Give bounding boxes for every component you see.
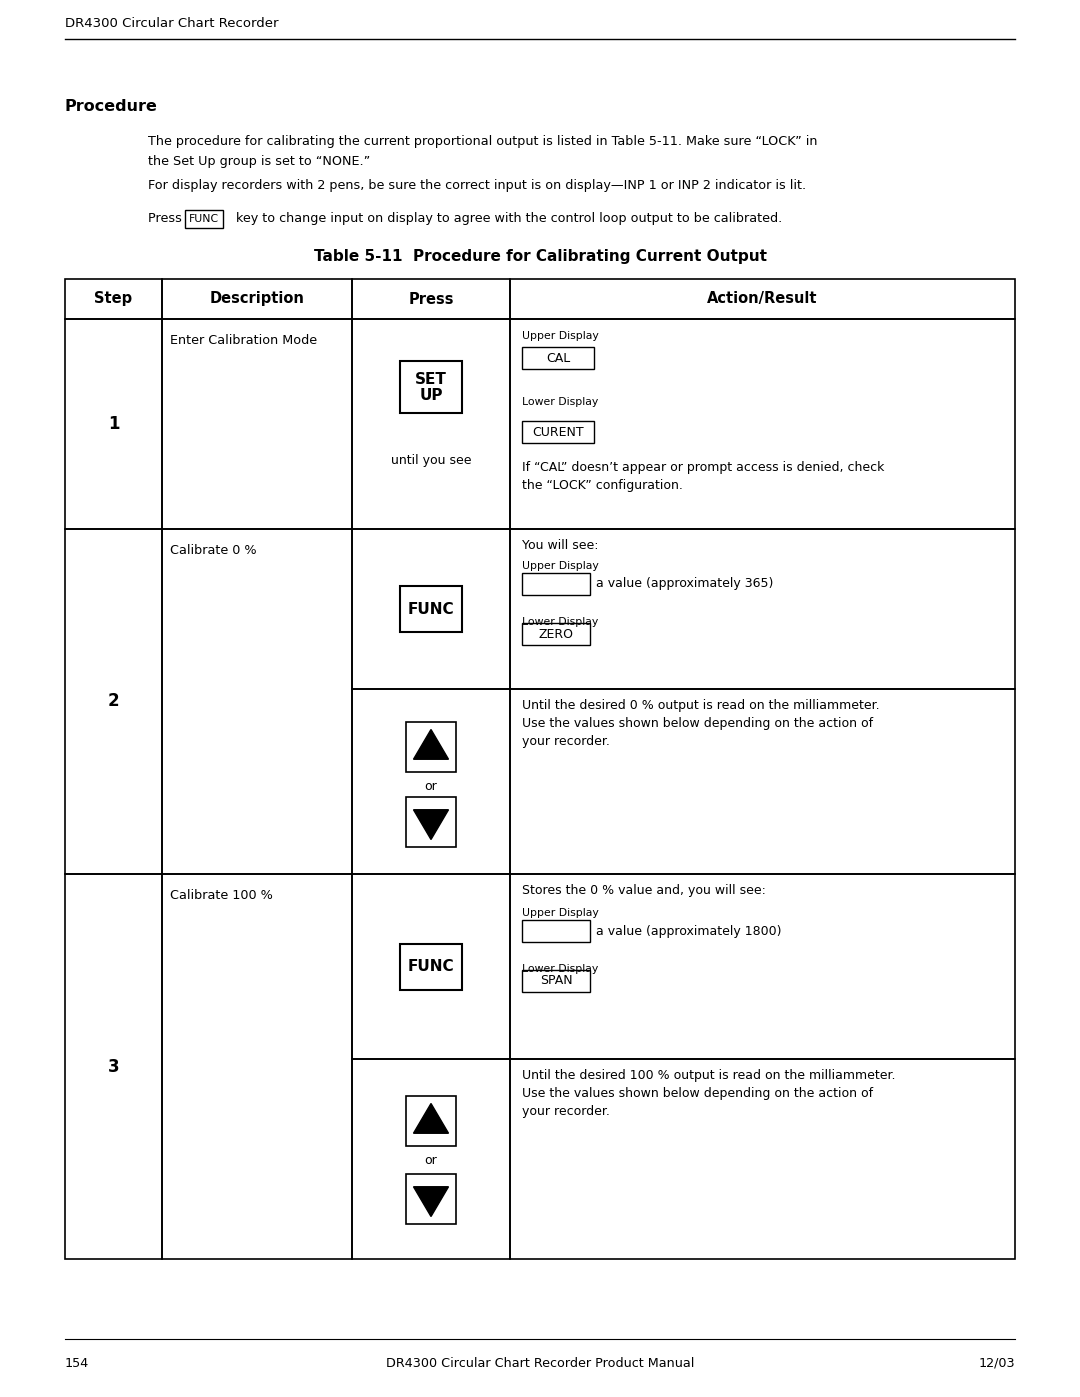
Bar — [522, 420, 594, 443]
Bar — [400, 360, 462, 414]
Text: Lower Display: Lower Display — [522, 964, 598, 974]
Text: a value (approximately 365): a value (approximately 365) — [596, 577, 773, 591]
Bar — [400, 943, 462, 989]
Text: CURENT: CURENT — [532, 426, 584, 439]
Text: CAL: CAL — [545, 352, 570, 365]
Bar — [510, 1059, 1015, 1259]
Bar — [352, 279, 510, 319]
Text: Upper Display: Upper Display — [522, 908, 598, 918]
Text: ZERO: ZERO — [539, 627, 573, 640]
Polygon shape — [414, 1186, 448, 1217]
Bar — [65, 875, 162, 1259]
Text: Action/Result: Action/Result — [707, 292, 818, 306]
Text: 2: 2 — [108, 693, 119, 711]
Polygon shape — [414, 810, 448, 840]
Bar — [162, 279, 352, 319]
Text: Table 5-11  Procedure for Calibrating Current Output: Table 5-11 Procedure for Calibrating Cur… — [313, 249, 767, 264]
Bar — [65, 529, 162, 875]
Text: Upper Display: Upper Display — [522, 562, 598, 571]
Bar — [522, 573, 590, 595]
Text: Calibrate 0 %: Calibrate 0 % — [170, 543, 257, 557]
Bar — [406, 1097, 456, 1146]
Polygon shape — [414, 729, 448, 759]
Bar — [352, 1059, 510, 1259]
Text: the Set Up group is set to “NONE.”: the Set Up group is set to “NONE.” — [148, 155, 370, 168]
Text: Press: Press — [408, 292, 454, 306]
Text: FUNC: FUNC — [407, 602, 455, 616]
Text: or: or — [424, 1154, 437, 1166]
Text: a value (approximately 1800): a value (approximately 1800) — [596, 925, 782, 937]
Bar — [400, 585, 462, 631]
Text: Stores the 0 % value and, you will see:: Stores the 0 % value and, you will see: — [522, 884, 766, 897]
Text: FUNC: FUNC — [407, 958, 455, 974]
Text: Calibrate 100 %: Calibrate 100 % — [170, 888, 273, 902]
Text: until you see: until you see — [391, 454, 471, 467]
Text: 154: 154 — [65, 1356, 90, 1370]
Bar — [522, 623, 590, 645]
Bar — [522, 970, 590, 992]
Text: Press: Press — [148, 212, 186, 225]
Text: Lower Display: Lower Display — [522, 397, 598, 407]
Bar — [510, 279, 1015, 319]
Text: DR4300 Circular Chart Recorder Product Manual: DR4300 Circular Chart Recorder Product M… — [386, 1356, 694, 1370]
Text: key to change input on display to agree with the control loop output to be calib: key to change input on display to agree … — [228, 212, 782, 225]
Bar — [510, 529, 1015, 689]
Text: 12/03: 12/03 — [978, 1356, 1015, 1370]
Bar — [510, 319, 1015, 529]
Bar — [510, 875, 1015, 1059]
Bar — [406, 722, 456, 773]
Bar — [406, 1173, 456, 1224]
Bar — [162, 319, 352, 529]
Text: UP: UP — [419, 388, 443, 404]
Text: Until the desired 0 % output is read on the milliammeter.
Use the values shown b: Until the desired 0 % output is read on … — [522, 698, 879, 747]
Text: For display recorders with 2 pens, be sure the correct input is on display—INP 1: For display recorders with 2 pens, be su… — [148, 179, 806, 191]
Text: 3: 3 — [108, 1058, 119, 1076]
Bar — [352, 875, 510, 1059]
Bar — [352, 689, 510, 875]
Text: 1: 1 — [108, 415, 119, 433]
Text: Upper Display: Upper Display — [522, 331, 598, 341]
Bar — [522, 346, 594, 369]
Text: Description: Description — [210, 292, 305, 306]
Bar — [352, 319, 510, 529]
Bar — [406, 798, 456, 847]
Text: DR4300 Circular Chart Recorder: DR4300 Circular Chart Recorder — [65, 17, 279, 29]
Text: FUNC: FUNC — [189, 214, 219, 224]
Text: SET: SET — [415, 373, 447, 387]
Bar — [162, 529, 352, 875]
Text: The procedure for calibrating the current proportional output is listed in Table: The procedure for calibrating the curren… — [148, 136, 818, 148]
Text: Enter Calibration Mode: Enter Calibration Mode — [170, 334, 318, 346]
Bar — [522, 921, 590, 942]
Text: Lower Display: Lower Display — [522, 617, 598, 627]
Text: SPAN: SPAN — [540, 975, 572, 988]
Text: Until the desired 100 % output is read on the milliammeter.
Use the values shown: Until the desired 100 % output is read o… — [522, 1069, 895, 1118]
Polygon shape — [414, 1104, 448, 1133]
Bar — [162, 875, 352, 1259]
Bar — [510, 689, 1015, 875]
Bar — [352, 529, 510, 689]
Text: Step: Step — [94, 292, 133, 306]
Text: You will see:: You will see: — [522, 539, 598, 552]
Text: If “CAL” doesn’t appear or prompt access is denied, check
the “LOCK” configurati: If “CAL” doesn’t appear or prompt access… — [522, 461, 885, 492]
Bar — [65, 279, 162, 319]
Bar — [65, 319, 162, 529]
Bar — [185, 210, 222, 228]
Text: Procedure: Procedure — [65, 99, 158, 115]
Text: or: or — [424, 780, 437, 793]
